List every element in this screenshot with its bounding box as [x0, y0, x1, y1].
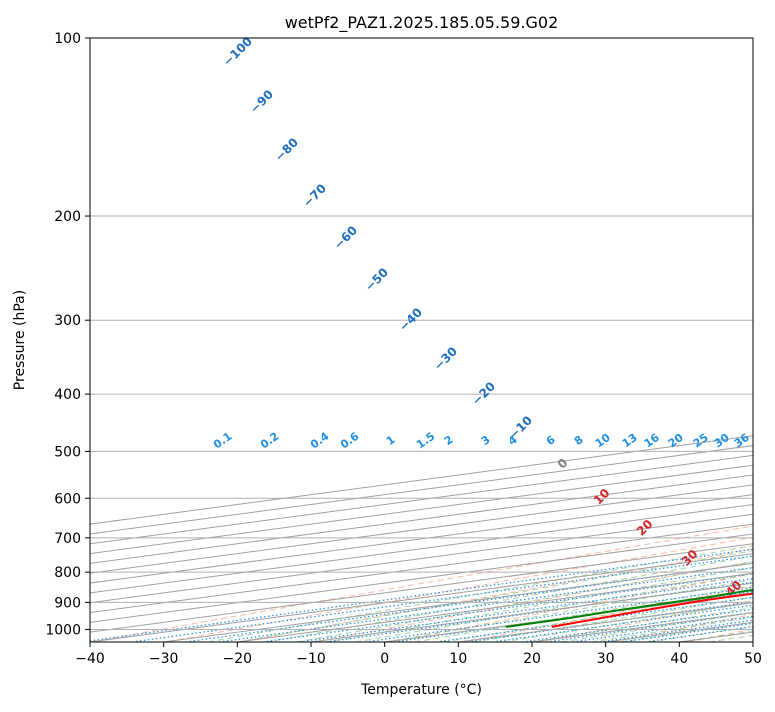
y-tick-label: 1000	[45, 622, 81, 638]
y-tick-label: 700	[54, 531, 81, 547]
x-tick-label: 0	[380, 651, 389, 667]
y-axis-label: Pressure (hPa)	[12, 290, 28, 390]
y-tick-label: 900	[54, 595, 81, 611]
y-tick-label: 600	[54, 491, 81, 507]
y-tick-label: 400	[54, 387, 81, 403]
y-tick-label: 500	[54, 444, 81, 460]
x-tick-label: 20	[523, 651, 541, 667]
x-axis-label: Temperature (°C)	[360, 682, 482, 698]
x-tick-label: −20	[223, 651, 253, 667]
x-tick-label: −10	[296, 651, 326, 667]
y-tick-label: 800	[54, 565, 81, 581]
chart-title: wetPf2_PAZ1.2025.185.05.59.G02	[285, 13, 559, 33]
x-tick-label: 30	[597, 651, 615, 667]
x-tick-label: 10	[449, 651, 467, 667]
x-tick-label: 50	[744, 651, 762, 667]
x-tick-label: 40	[670, 651, 688, 667]
y-tick-label: 100	[54, 31, 81, 47]
x-tick-label: −40	[75, 651, 105, 667]
x-tick-label: −30	[149, 651, 179, 667]
y-tick-label: 300	[54, 313, 81, 329]
y-tick-label: 200	[54, 209, 81, 225]
